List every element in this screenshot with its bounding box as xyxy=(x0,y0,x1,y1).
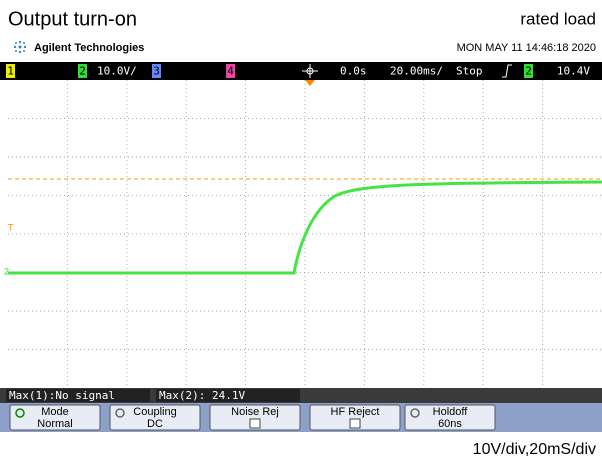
delay: 0.0s xyxy=(340,65,367,78)
softkey-label: Coupling xyxy=(133,406,176,418)
measure-box xyxy=(156,389,300,402)
status-bar xyxy=(0,62,602,80)
checkbox xyxy=(249,418,261,429)
timebase: 20.00ms/ xyxy=(390,65,443,78)
softkey-label: HF Reject xyxy=(331,406,380,418)
ch4-box xyxy=(226,64,235,78)
title: Output turn-on xyxy=(8,8,137,30)
ch1-box xyxy=(6,64,15,78)
trigger-pos xyxy=(305,80,315,86)
softkey[interactable] xyxy=(209,404,301,431)
ch3: 3 xyxy=(153,65,160,78)
run-state: Stop xyxy=(456,65,483,78)
ch2-marker: 2 xyxy=(4,266,9,276)
timestamp: MON MAY 11 14:46:18 2020 xyxy=(457,42,596,54)
softkey-value: Normal xyxy=(37,418,72,430)
measurement: Max(2): 24.1V xyxy=(159,389,245,402)
softkey-icon xyxy=(15,408,25,418)
softkey[interactable] xyxy=(109,404,201,431)
softkey-icon xyxy=(410,408,420,418)
ch4: 4 xyxy=(227,65,234,78)
trig-ch-box xyxy=(524,64,533,78)
checkbox xyxy=(349,418,361,429)
waveform xyxy=(8,180,602,275)
ch3-box xyxy=(152,64,161,78)
trigger-marker: T xyxy=(8,222,14,232)
trig-level: 10.4V xyxy=(557,65,590,78)
ch2: 2 xyxy=(79,65,86,78)
measure-bar xyxy=(0,388,602,403)
softkey[interactable] xyxy=(9,404,101,431)
measurement: Max(1):No signal xyxy=(9,389,115,402)
ch1: 1 xyxy=(7,65,14,78)
softkey[interactable] xyxy=(404,404,496,431)
measure-box xyxy=(6,389,150,402)
note: rated load xyxy=(520,9,596,28)
softkey-label: Noise Rej xyxy=(231,406,279,418)
softkey-label: Holdoff xyxy=(433,406,469,418)
footer: 10V/div,20mS/div xyxy=(473,441,596,458)
softkey-value: DC xyxy=(147,418,163,430)
softkey[interactable] xyxy=(309,404,401,431)
brand: Agilent Technologies xyxy=(34,42,144,54)
ch2-scale: 10.0V/ xyxy=(97,65,137,78)
logo xyxy=(13,40,27,54)
softkey-icon xyxy=(115,408,125,418)
slope-icon xyxy=(502,64,512,78)
trig-ch: 2 xyxy=(525,65,532,78)
softkey-value: 60ns xyxy=(438,418,462,430)
ch2-box xyxy=(78,64,87,78)
softkey-label: Mode xyxy=(41,406,69,418)
trigger-icon xyxy=(302,64,318,78)
